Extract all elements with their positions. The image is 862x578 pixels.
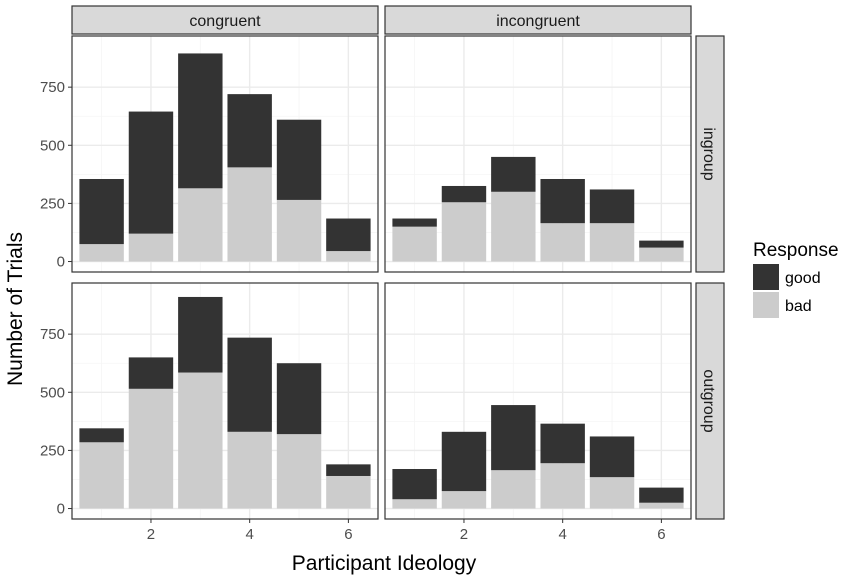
- bar-good: [79, 428, 124, 443]
- bar-good: [128, 357, 174, 389]
- x-tick-label: 4: [246, 526, 254, 543]
- bar-bad: [79, 244, 124, 262]
- bar-bad: [392, 226, 437, 262]
- bar-good: [128, 111, 174, 234]
- bar-good: [227, 337, 272, 432]
- y-tick-label: 250: [40, 442, 65, 459]
- bar-good: [178, 296, 223, 373]
- bar-good: [589, 189, 635, 224]
- bar-good: [540, 178, 585, 224]
- strip-label-incongruent: incongruent: [496, 13, 580, 30]
- y-tick-label: 500: [40, 137, 65, 154]
- bar-good: [178, 53, 223, 189]
- bar-good: [227, 94, 272, 168]
- y-tick-label: 500: [40, 384, 65, 401]
- bar-good: [392, 218, 437, 227]
- bar-good: [491, 156, 536, 192]
- strip-label-congruent: congruent: [189, 13, 261, 30]
- axes: 0 250 500 750 0 250 500 750 2 4 6 2 4 6: [40, 79, 666, 543]
- x-tick-label: 2: [460, 526, 468, 543]
- strip-ingroup: [695, 35, 725, 273]
- bar-bad: [540, 223, 585, 262]
- bar-bad: [441, 202, 487, 262]
- y-tick-label: 750: [40, 79, 65, 96]
- bar-bad: [128, 388, 174, 509]
- bar-good: [276, 363, 322, 435]
- bar-bad: [178, 372, 223, 509]
- bar-good: [326, 464, 371, 476]
- bar-bad: [227, 431, 272, 509]
- legend-key-bad: [753, 292, 779, 318]
- bar-bad: [227, 167, 272, 262]
- bar-good: [79, 178, 124, 245]
- strip-outgroup: [695, 282, 725, 520]
- bar-bad: [589, 477, 635, 509]
- y-axis-title: Number of Trials: [4, 232, 27, 386]
- bar-bad: [392, 499, 437, 509]
- bar-good: [441, 185, 487, 203]
- bar-bad: [276, 434, 322, 509]
- y-tick-label: 250: [40, 195, 65, 212]
- y-tick-label: 0: [57, 501, 65, 518]
- bar-good: [441, 431, 487, 492]
- strip-label-outgroup: outgroup: [700, 369, 717, 432]
- y-tick-label: 0: [57, 254, 65, 271]
- bar-bad: [491, 191, 536, 262]
- y-tick-label: 750: [40, 326, 65, 343]
- bar-good: [639, 487, 684, 503]
- bar-good: [491, 405, 536, 471]
- panel-border: [384, 35, 692, 273]
- legend-key-good: [753, 264, 779, 290]
- panel-congruent-outgroup: [71, 282, 379, 520]
- panel-border: [71, 282, 379, 520]
- bar-bad: [178, 188, 223, 262]
- bar-good: [589, 436, 635, 478]
- x-tick-label: 6: [344, 526, 352, 543]
- legend-title: Response: [753, 240, 839, 261]
- bar-bad: [639, 502, 684, 509]
- strip-incongruent: [384, 5, 692, 35]
- strip-label-ingroup: ingroup: [700, 127, 717, 180]
- bar-good: [392, 469, 437, 500]
- panel-incongruent-ingroup: [384, 35, 692, 273]
- legend-label-good: good: [785, 270, 821, 287]
- x-tick-label: 4: [559, 526, 567, 543]
- x-axis-title: Participant Ideology: [292, 552, 477, 575]
- panel-border: [71, 35, 379, 273]
- bar-bad: [128, 233, 174, 262]
- bar-bad: [491, 470, 536, 509]
- panel-border: [384, 282, 692, 520]
- strip-congruent: [71, 5, 379, 35]
- bar-good: [326, 218, 371, 252]
- x-tick-label: 2: [147, 526, 155, 543]
- bar-bad: [589, 223, 635, 262]
- bar-good: [540, 423, 585, 464]
- x-tick-label: 6: [657, 526, 665, 543]
- bar-bad: [79, 442, 124, 509]
- legend: Response good bad: [753, 240, 839, 318]
- facet-strips: congruent incongruent ingroup outgroup: [71, 5, 725, 520]
- bar-bad: [276, 199, 322, 262]
- bar-good: [276, 119, 322, 200]
- bar-bad: [326, 251, 371, 262]
- bar-bad: [639, 247, 684, 262]
- bar-good: [639, 240, 684, 248]
- bar-bad: [441, 491, 487, 509]
- bar-bad: [326, 475, 371, 509]
- panel-congruent-ingroup: [71, 35, 379, 273]
- legend-label-bad: bad: [785, 298, 812, 315]
- panel-incongruent-outgroup: [384, 282, 692, 520]
- bar-bad: [540, 463, 585, 509]
- panels: [71, 35, 692, 520]
